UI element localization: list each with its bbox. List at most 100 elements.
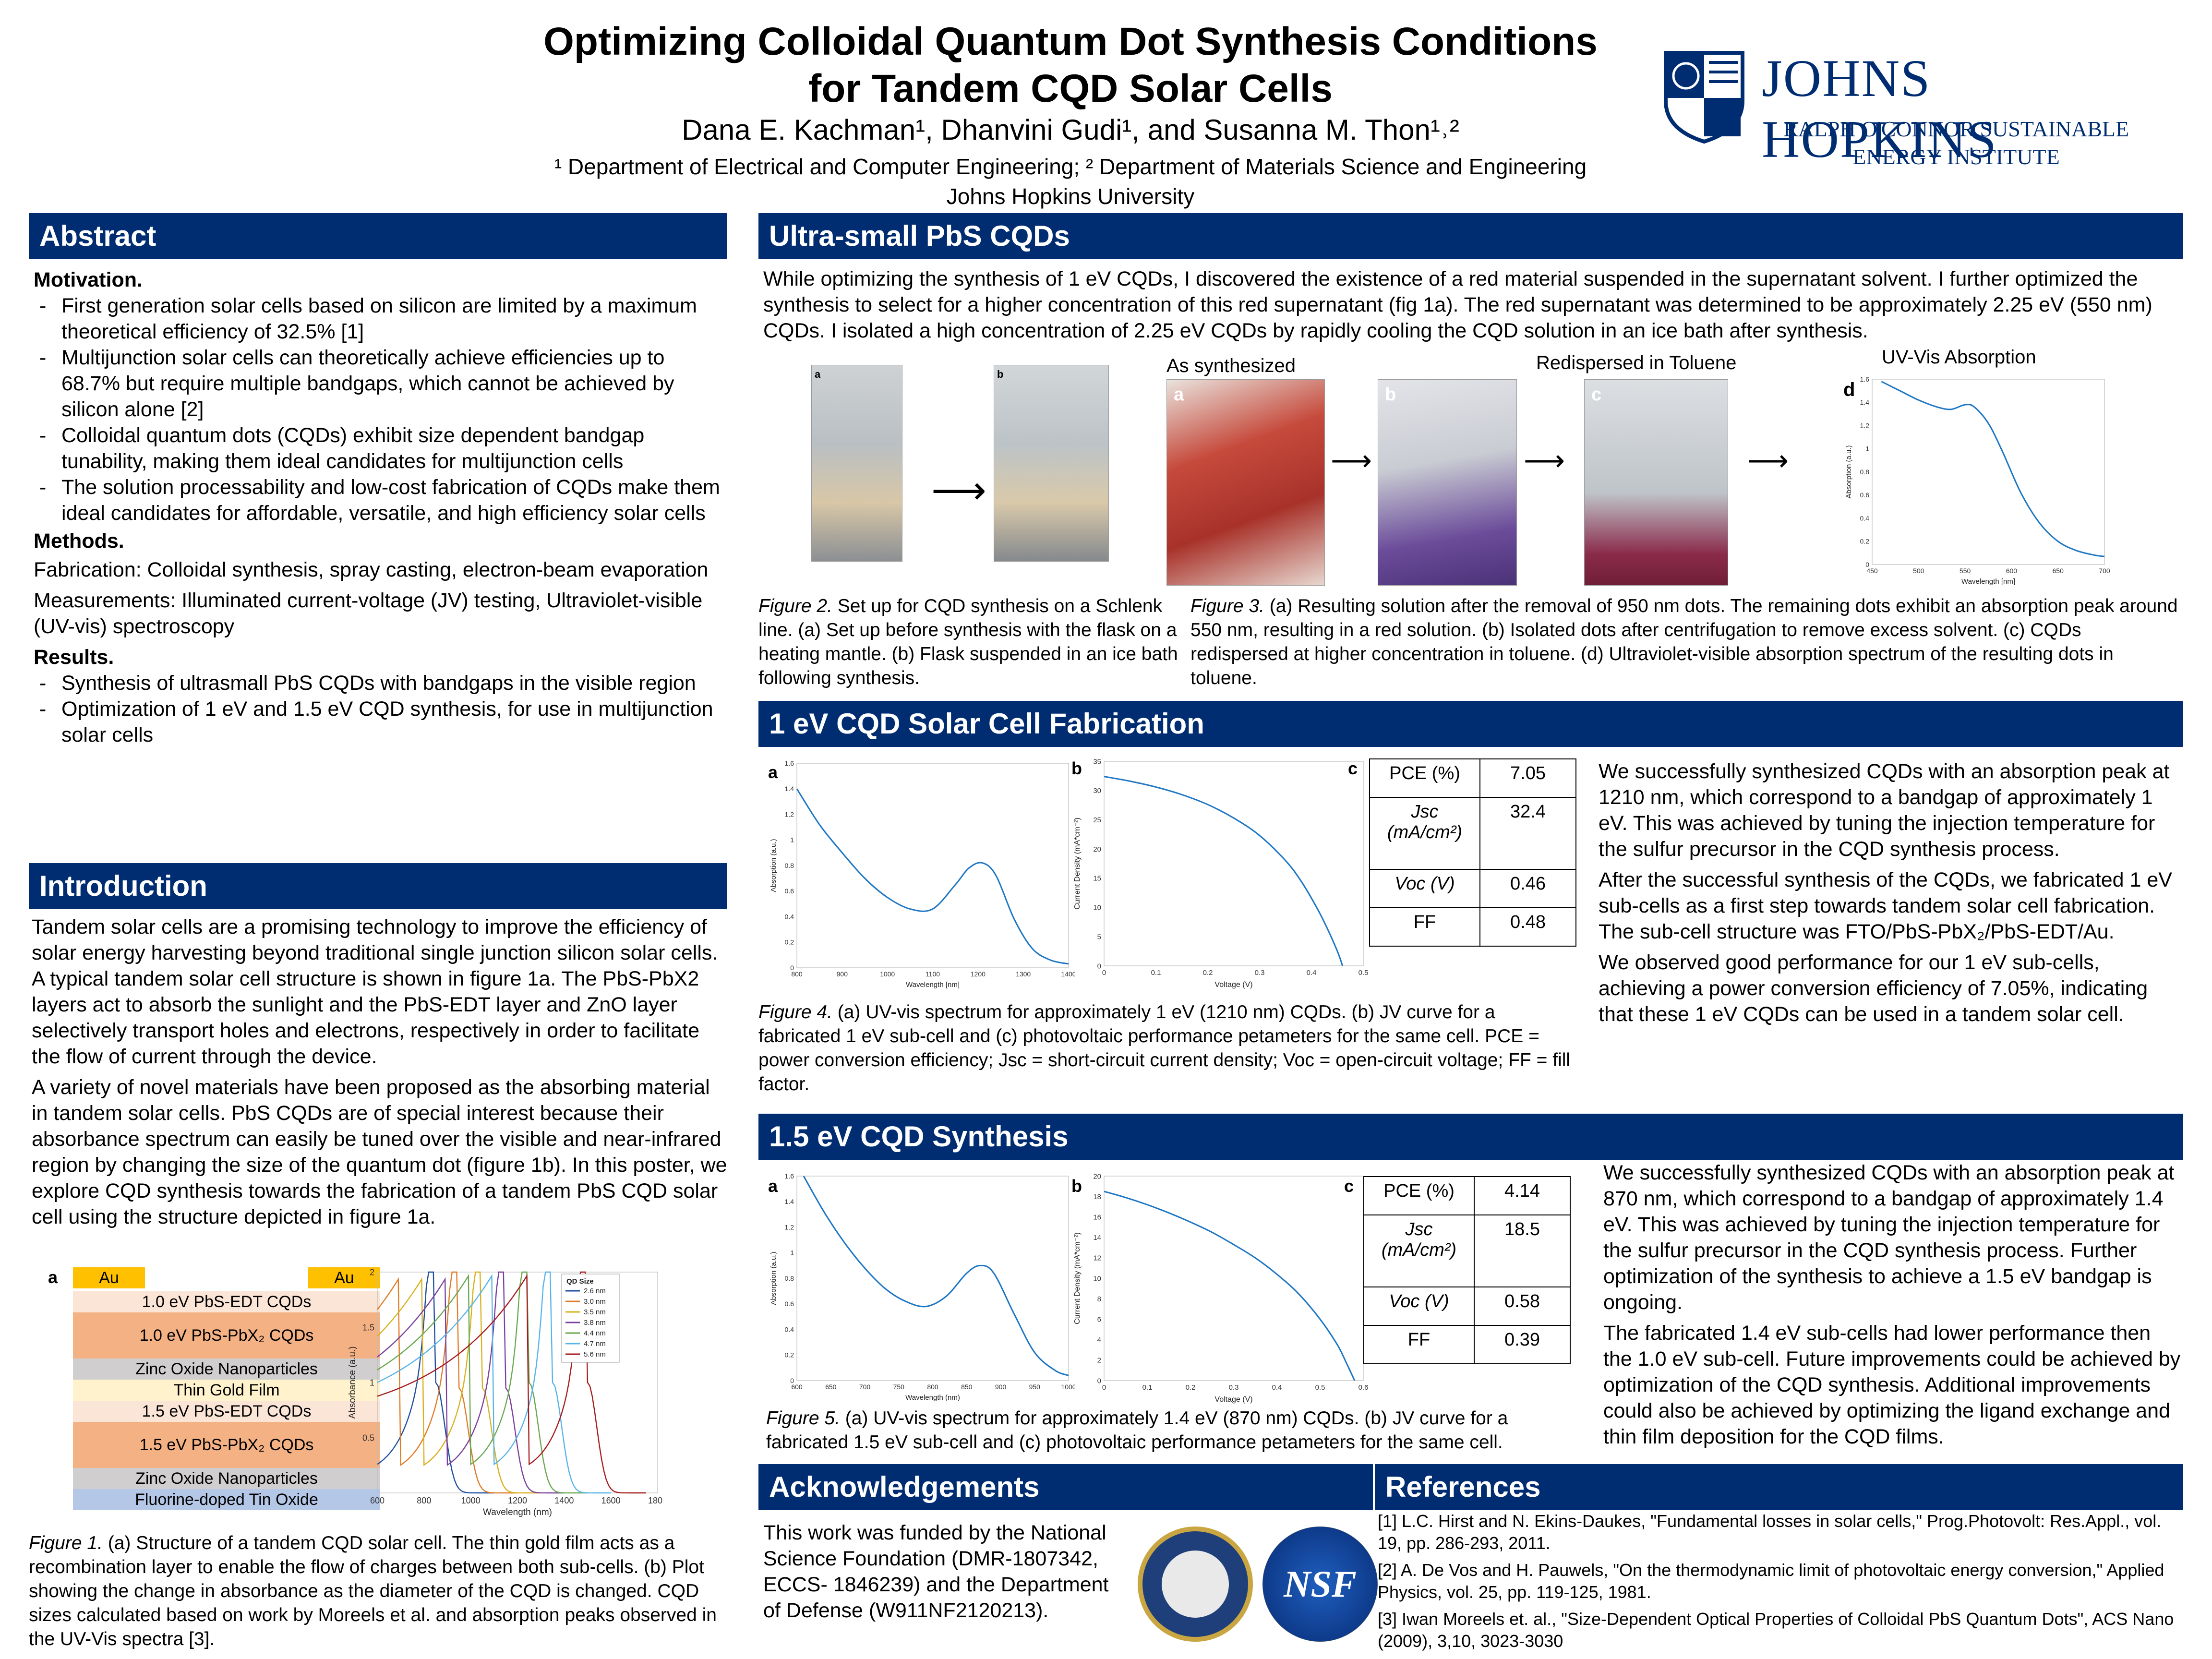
x-tick-label: 1100 bbox=[926, 970, 940, 978]
y-tick-label: 1.6 bbox=[1860, 375, 1870, 383]
x-tick-label: 650 bbox=[825, 1383, 837, 1391]
reference-item: [3] Iwan Moreels et. al., "Size-Dependen… bbox=[1378, 1609, 2174, 1651]
jhu-shield-icon bbox=[1664, 51, 1744, 144]
x-tick-label: 0.1 bbox=[1142, 1383, 1153, 1392]
param-value: 0.58 bbox=[1474, 1286, 1571, 1326]
pv-parameters-table: PCE (%) 4.14 Jsc (mA/cm²) 18.5 Voc (V) 0.58 FF… bbox=[1363, 1176, 1571, 1364]
figure-3d-plot: 450 500 550 600 650 700 0 0.2 0.4 0.6 0.8 1 1.2 1.4 1.… bbox=[1843, 374, 2112, 586]
reference-item: [2] A. De Vos and H. Pauwels, "On the th… bbox=[1378, 1560, 2164, 1602]
refs-list: [1] L.C. Hirst and N. Ekins-Daukes, "Fun… bbox=[1378, 1510, 2179, 1652]
photo-setup-before: a bbox=[811, 365, 902, 562]
stack-layer: 1.5 eV PbS-EDT CQDs bbox=[73, 1401, 380, 1422]
panel-label-a: a bbox=[768, 1176, 778, 1196]
x-tick-label: 550 bbox=[1960, 567, 1971, 575]
y-tick-label: 4 bbox=[1097, 1336, 1101, 1344]
param-name: PCE (%) bbox=[1363, 1176, 1475, 1215]
x-axis-label: Wavelength (nm) bbox=[905, 1394, 960, 1402]
param-value: 18.5 bbox=[1474, 1214, 1571, 1287]
table-row: Voc (V) 0.58 bbox=[1363, 1286, 1571, 1326]
ack-text: This work was funded by the National Sci… bbox=[763, 1521, 1109, 1622]
x-tick-label: 450 bbox=[1866, 567, 1878, 575]
au-contact-right: Au bbox=[308, 1267, 380, 1288]
x-axis-label: Wavelength (nm) bbox=[483, 1507, 552, 1517]
fab1-paragraph-1: We successfully synthesized CQDs with an… bbox=[1599, 760, 2170, 861]
y-tick-label: 0 bbox=[1097, 962, 1101, 970]
results-label: Results. bbox=[34, 646, 114, 669]
jv-curve bbox=[1104, 1190, 1356, 1381]
y-tick-label: 25 bbox=[1093, 816, 1101, 824]
label-uv-vis: UV-Vis Absorption bbox=[1882, 347, 2036, 368]
y-tick-label: 30 bbox=[1093, 787, 1101, 795]
figure-5c-table: PCE (%) 4.14 Jsc (mA/cm²) 18.5 Voc (V) 0.58 FF… bbox=[1363, 1176, 1571, 1364]
panel-label-c: c bbox=[1348, 758, 1358, 778]
x-tick-label: 0 bbox=[1102, 969, 1106, 977]
y-tick-label: 2 bbox=[370, 1267, 374, 1277]
legend-entry: 2.6 nm bbox=[584, 1287, 606, 1295]
y-tick-label: 1 bbox=[790, 1249, 794, 1257]
x-tick-label: 0.3 bbox=[1229, 1383, 1239, 1392]
x-tick-label: 600 bbox=[2006, 567, 2018, 575]
figure-5-label: Figure 5. bbox=[766, 1408, 840, 1429]
param-name: Voc (V) bbox=[1363, 1286, 1475, 1326]
absorbance-series bbox=[377, 1271, 494, 1494]
title-line-2: for Tandem CQD Solar Cells bbox=[808, 67, 1333, 110]
poster-title: Optimizing Colloidal Quantum Dot Synthes… bbox=[494, 18, 1647, 112]
y-tick-label: 18 bbox=[1093, 1193, 1101, 1201]
y-tick-label: 0 bbox=[790, 964, 794, 972]
panel-label-c: c bbox=[1344, 1176, 1354, 1196]
legend-entry: 3.8 nm bbox=[584, 1319, 606, 1327]
y-tick-label: 0.6 bbox=[785, 1300, 794, 1308]
y-tick-label: 0.4 bbox=[1860, 514, 1870, 522]
param-value: 0.39 bbox=[1474, 1325, 1571, 1364]
absorbance-series bbox=[377, 1271, 646, 1494]
nsf-logo-icon: NSF bbox=[1262, 1527, 1378, 1642]
param-value: 7.05 bbox=[1479, 758, 1576, 798]
figure-5-caption-text: (a) UV-vis spectrum for approximately 1.… bbox=[766, 1408, 1508, 1453]
param-name: Jsc (mA/cm²) bbox=[1363, 1214, 1475, 1287]
panel-label-a: a bbox=[815, 368, 821, 380]
y-tick-label: 0.2 bbox=[785, 938, 794, 946]
jhu-logo: JOHNS HOPKINS RALPH O'CONNOR SUSTAINABLE… bbox=[1661, 48, 2151, 178]
figure-1-label: Figure 1. bbox=[29, 1533, 103, 1553]
y-tick-label: 16 bbox=[1093, 1213, 1101, 1221]
methods-label: Methods. bbox=[34, 529, 124, 553]
ack-heading: Acknowledgements bbox=[758, 1464, 1373, 1510]
logo-sub-line-1: RALPH O'CONNOR SUSTAINABLE bbox=[1783, 117, 2129, 141]
x-tick-label: 0.6 bbox=[1358, 1383, 1369, 1392]
panel-label-b: b bbox=[1071, 758, 1082, 778]
x-tick-label: 0.2 bbox=[1186, 1383, 1196, 1392]
y-tick-label: 8 bbox=[1097, 1295, 1101, 1303]
reference-item: [1] L.C. Hirst and N. Ekins-Daukes, "Fun… bbox=[1378, 1511, 2162, 1553]
photo-isolated-dots: b bbox=[1378, 379, 1517, 586]
y-axis-label: Absorption (a.u.) bbox=[1845, 445, 1853, 499]
y-tick-label: 0.5 bbox=[362, 1433, 374, 1443]
y-tick-label: 1 bbox=[370, 1378, 374, 1387]
x-tick-label: 700 bbox=[2099, 567, 2110, 575]
x-tick-label: 750 bbox=[893, 1383, 905, 1391]
absorbance-series bbox=[377, 1271, 541, 1494]
intro-paragraph-2: A variety of novel materials have been p… bbox=[32, 1076, 727, 1228]
figure-4-caption: Figure 4. (a) UV-vis spectrum for approx… bbox=[758, 1000, 1575, 1096]
param-name: FF bbox=[1369, 907, 1480, 947]
param-name: Voc (V) bbox=[1369, 869, 1480, 908]
figure-2-caption-text: Set up for CQD synthesis on a Schlenk li… bbox=[758, 596, 1178, 688]
panel-label-b: b bbox=[1385, 385, 1396, 405]
fig3d-chart: 450 500 550 600 650 700 0 0.2 0.4 0.6 0.8 1 1.2 1.4 1.… bbox=[1845, 375, 2110, 586]
table-row: FF 0.39 bbox=[1363, 1325, 1571, 1364]
x-tick-label: 600 bbox=[791, 1383, 803, 1391]
y-tick-label: 20 bbox=[1093, 845, 1101, 854]
y-tick-label: 1.6 bbox=[785, 1172, 794, 1180]
ultrasmall-heading: Ultra-small PbS CQDs bbox=[758, 213, 2183, 259]
absorption-curve bbox=[796, 788, 1069, 965]
x-tick-label: 500 bbox=[1913, 567, 1924, 575]
x-tick-label: 1000 bbox=[880, 970, 895, 978]
x-tick-label: 1400 bbox=[554, 1496, 574, 1505]
methods-measurements: Measurements: Illuminated current-voltag… bbox=[34, 589, 703, 638]
x-tick-label: 0.4 bbox=[1272, 1383, 1282, 1392]
legend-entry: 5.6 nm bbox=[584, 1350, 606, 1358]
table-row: Jsc (mA/cm²) 18.5 bbox=[1363, 1214, 1571, 1287]
y-tick-label: 15 bbox=[1093, 875, 1101, 883]
y-tick-label: 0.6 bbox=[1860, 491, 1870, 499]
x-tick-label: 1400 bbox=[1061, 970, 1075, 978]
logo-sub-line-2: ENERGY INSTITUTE bbox=[1852, 144, 2060, 169]
